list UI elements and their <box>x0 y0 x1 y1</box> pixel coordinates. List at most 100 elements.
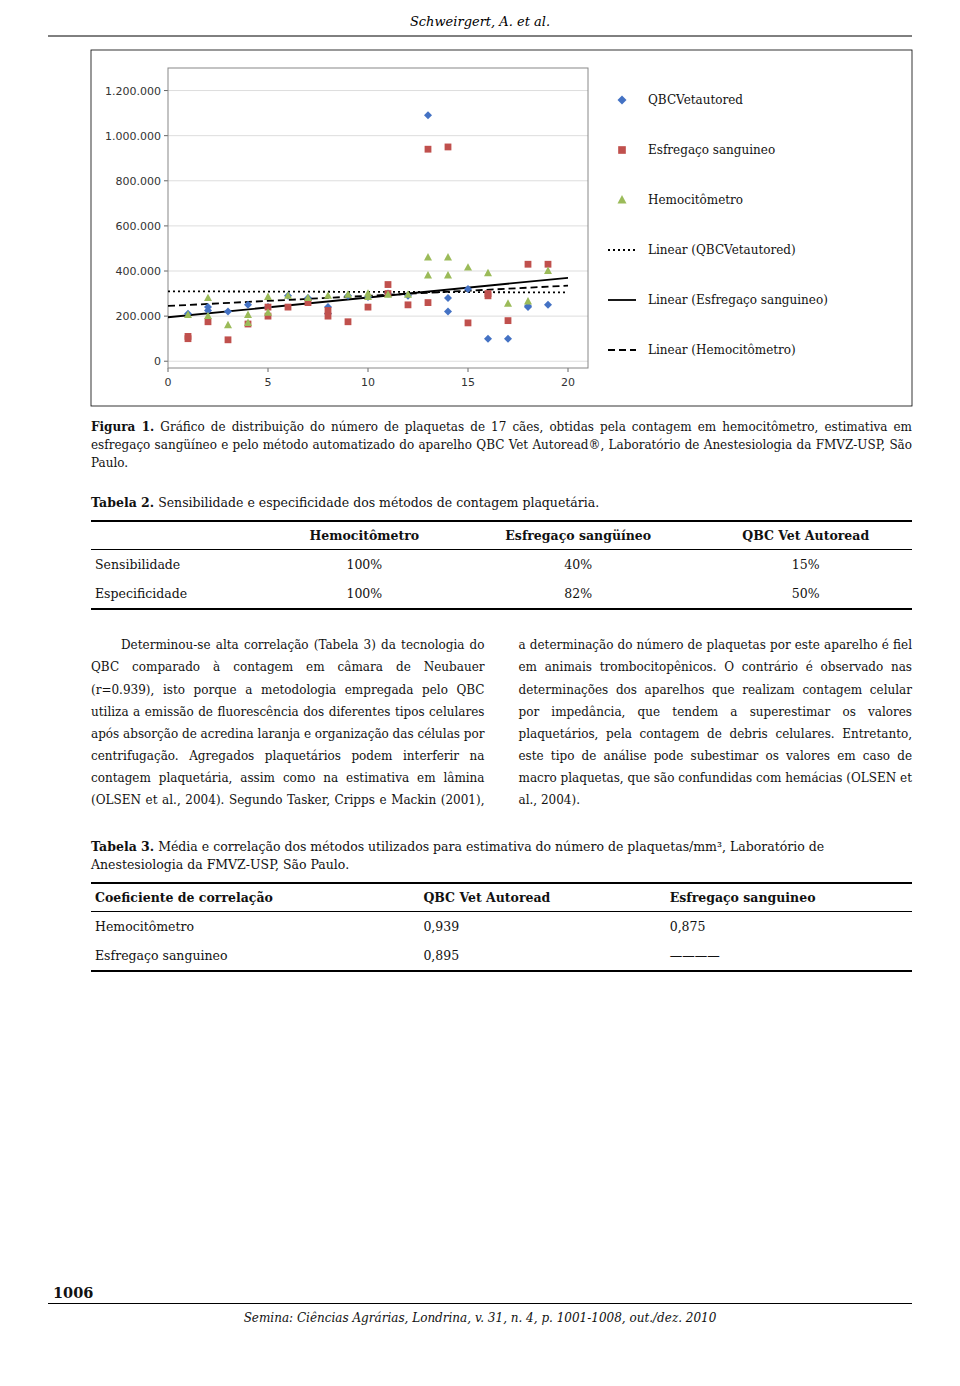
table-body: Sensibilidade100%40%15%Especificidade100… <box>91 550 912 610</box>
legend-label: Hemocitômetro <box>648 193 743 207</box>
table-header: Coeficiente de correlação <box>91 883 419 912</box>
grid-line <box>168 271 588 272</box>
point <box>544 267 552 274</box>
y-tick-label: 800.000 <box>116 175 162 188</box>
table: HemocitômetroEsfregaço sangüíneoQBC Vet … <box>91 520 912 610</box>
table-row: HemocitômetroEsfregaço sangüíneoQBC Vet … <box>91 521 912 550</box>
point <box>345 318 352 325</box>
table-title-text: Média e correlação dos métodos utilizado… <box>91 839 824 872</box>
legend-swatch <box>608 349 636 351</box>
point <box>505 317 512 324</box>
table-head: Coeficiente de correlaçãoQBC Vet Autorea… <box>91 883 912 912</box>
table-row: Sensibilidade100%40%15% <box>91 550 912 580</box>
point <box>444 253 452 260</box>
grid-line <box>168 361 588 362</box>
point <box>225 336 232 343</box>
legend-label: Linear (Esfregaço sanguineo) <box>648 293 828 307</box>
point <box>465 319 472 326</box>
y-tick-label: 1.200.000 <box>105 85 161 98</box>
legend-swatch <box>608 249 636 251</box>
point <box>304 294 312 302</box>
table-title-text: Sensibilidade e especificidade dos métod… <box>158 495 599 510</box>
point <box>424 111 432 119</box>
x-tick-label: 10 <box>361 376 375 389</box>
trend-line <box>168 286 568 306</box>
x-tick <box>468 368 469 372</box>
point <box>464 263 472 270</box>
table-header: Esfregaço sanguineo <box>666 883 912 912</box>
point <box>445 144 452 151</box>
legend-label: Linear (QBCVetautored) <box>648 243 796 257</box>
grid-line <box>168 135 588 136</box>
point <box>544 301 552 309</box>
table-cell: Hemocitômetro <box>91 911 419 941</box>
y-tick <box>164 90 168 91</box>
x-tick <box>168 368 169 372</box>
legend-swatch <box>618 96 627 105</box>
y-tick <box>164 271 168 272</box>
y-tick <box>164 361 168 362</box>
x-tick <box>568 368 569 372</box>
legend-swatch <box>608 299 636 301</box>
point <box>444 271 452 278</box>
row-label: Especificidade <box>91 579 272 609</box>
trend-lines <box>168 278 568 317</box>
caption-label: Figura 1. <box>91 420 154 434</box>
trend-line <box>168 278 568 317</box>
table-cell: ———— <box>666 941 912 971</box>
table-header: QBC Vet Autoread <box>699 521 912 550</box>
y-tick-label: 1.000.000 <box>105 130 161 143</box>
points <box>184 111 552 343</box>
body-text: Determinou-se alta correlação (Tabela 3)… <box>91 634 912 812</box>
point <box>364 289 372 296</box>
x-tick <box>268 368 269 372</box>
grid-line <box>168 225 588 226</box>
scatter-series <box>185 144 552 344</box>
point <box>244 301 252 309</box>
grid-line <box>168 316 588 317</box>
caption: Figura 1. Gráfico de distribuição do núm… <box>91 418 912 472</box>
chart-box <box>91 50 912 406</box>
point <box>204 312 212 319</box>
header-rule <box>48 36 912 37</box>
point <box>264 293 272 300</box>
grid-line <box>168 90 588 91</box>
table-header: Esfregaço sangüíneo <box>457 521 699 550</box>
page-content: Figura 1. Gráfico de distribuição do núm… <box>91 418 912 996</box>
table-body: Hemocitômetro0,9390,875Esfregaço sanguin… <box>91 911 912 971</box>
point <box>224 308 232 316</box>
point <box>304 294 312 301</box>
table-header: QBC Vet Autoread <box>419 883 665 912</box>
x-tick-label: 0 <box>165 376 172 389</box>
table-title: Tabela 2. Sensibilidade e especificidade… <box>91 494 912 512</box>
table-cell: 82% <box>457 579 699 609</box>
point <box>204 303 212 311</box>
table-label: Tabela 3. <box>91 839 154 854</box>
table-cell: 40% <box>457 550 699 580</box>
point <box>365 304 372 311</box>
point <box>424 253 432 260</box>
table-corner <box>91 521 272 550</box>
point <box>264 308 272 315</box>
point <box>484 335 492 343</box>
point <box>384 290 392 297</box>
table-cell: 0,939 <box>419 911 665 941</box>
point <box>384 290 392 298</box>
table-head: HemocitômetroEsfregaço sangüíneoQBC Vet … <box>91 521 912 550</box>
point <box>525 261 532 268</box>
point <box>184 311 192 318</box>
point <box>284 292 292 300</box>
point <box>184 310 192 318</box>
table-cell: 0,875 <box>666 911 912 941</box>
point <box>405 301 412 308</box>
scatter-series <box>184 111 552 342</box>
point <box>444 308 452 316</box>
y-tick-label: 0 <box>154 355 161 368</box>
point <box>204 294 212 301</box>
table-row: Esfregaço sanguineo0,895———— <box>91 941 912 971</box>
table-cell: 15% <box>699 550 912 580</box>
footer: Semina: Ciências Agrárias, Londrina, v. … <box>0 1311 960 1325</box>
point <box>485 292 492 299</box>
caption-text: Gráfico de distribuição do número de pla… <box>91 420 912 470</box>
point <box>504 335 512 343</box>
